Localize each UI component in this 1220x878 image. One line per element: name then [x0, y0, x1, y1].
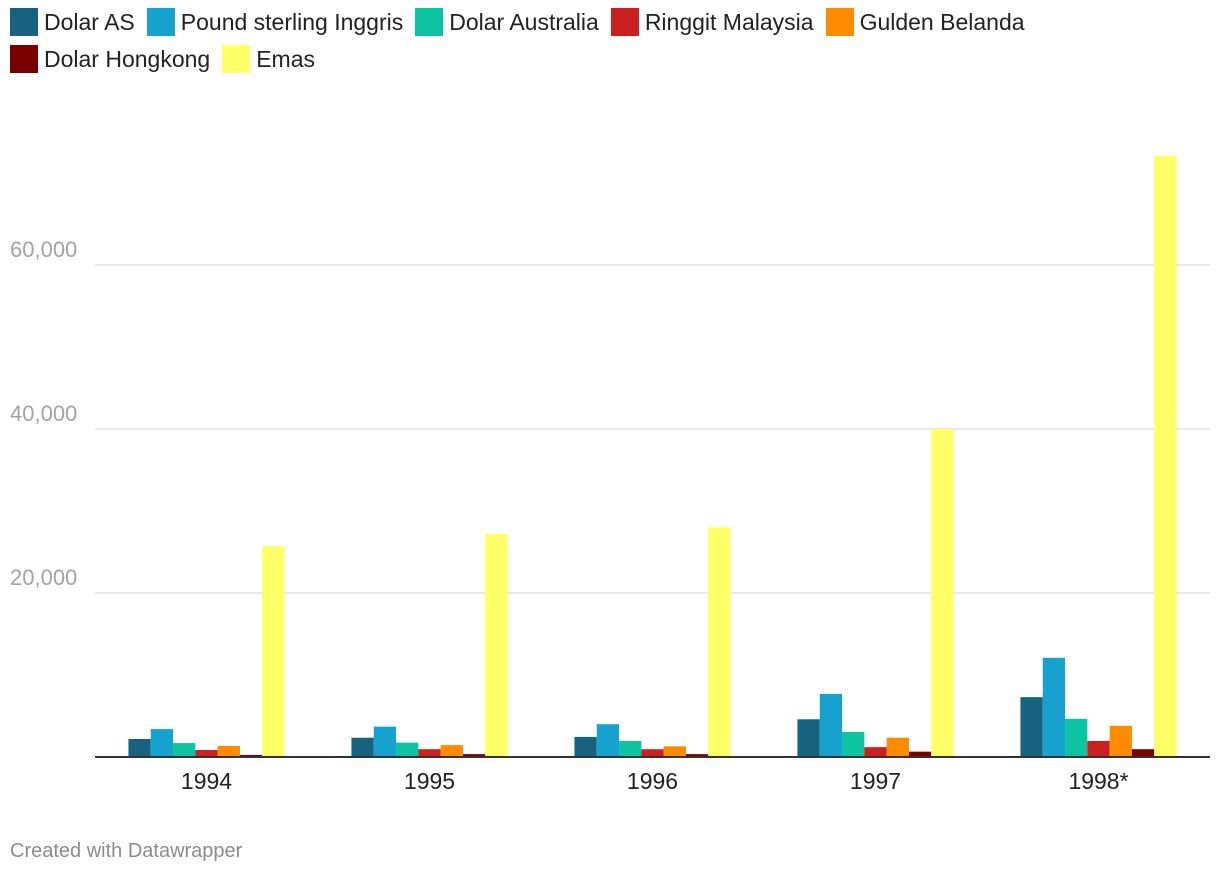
bar-1-4 [440, 745, 463, 757]
bar-3-3 [864, 747, 887, 757]
legend-item-3: Ringgit Malaysia [610, 8, 814, 37]
legend-label: Ringgit Malaysia [644, 9, 814, 35]
legend-item-5: Dolar Hongkong [10, 45, 210, 74]
legend-item-1: Pound sterling Inggris [146, 8, 404, 37]
legend-label: Pound sterling Inggris [180, 9, 404, 35]
x-tick-label: 1998* [1068, 768, 1128, 794]
footer-credit: Created with Datawrapper [10, 840, 243, 862]
bar-3-4 [886, 737, 909, 757]
legend-label: Dolar Australia [449, 9, 599, 35]
y-tick-label: 40,000 [10, 401, 77, 426]
bar-4-2 [1065, 718, 1088, 757]
y-tick-label: 60,000 [10, 237, 77, 262]
bar-2-4 [663, 746, 686, 757]
bar-4-4 [1109, 725, 1132, 757]
bar-0-3 [195, 750, 218, 757]
bar-1-6 [485, 533, 508, 757]
bar-3-5 [908, 751, 932, 757]
bar-1-0 [351, 737, 374, 757]
legend-label: Dolar Hongkong [44, 46, 211, 72]
legend-item-6: Emas [222, 45, 315, 74]
bar-1-1 [373, 726, 397, 757]
bar-chart: 20,000 40,000 60,000 1994 1995 1996 1997 1998* [10, 155, 1210, 794]
legend-swatch [825, 8, 854, 36]
legend-item-4: Gulden Belanda [825, 8, 1025, 37]
y-tick-label: 20,000 [10, 565, 77, 590]
x-tick-label: 1997 [850, 768, 901, 794]
bar-1-2 [396, 742, 419, 757]
bar-3-0 [797, 719, 820, 757]
x-tick-label: 1994 [181, 768, 232, 794]
bar-2-1 [596, 724, 620, 757]
bar-1-3 [418, 749, 441, 757]
x-tick-label: 1996 [627, 768, 678, 794]
bar-2-2 [619, 741, 642, 757]
bar-4-3 [1087, 741, 1110, 757]
legend-label: Emas [256, 46, 316, 72]
bar-0-6 [262, 546, 285, 757]
bar-0-5 [239, 754, 263, 757]
legend-item-0: Dolar AS [10, 8, 135, 37]
legend-swatch [610, 8, 639, 36]
legend-label: Dolar AS [44, 9, 135, 35]
bar-2-0 [574, 736, 597, 757]
chart-legend: Dolar AS Pound sterling Inggris Dolar Aust… [10, 8, 1210, 74]
legend-item-2: Dolar Australia [415, 8, 599, 37]
x-tick-label: 1995 [404, 768, 455, 794]
bar-4-6 [1154, 155, 1177, 757]
bar-3-6 [931, 429, 954, 757]
bar-2-6 [708, 527, 731, 757]
bar-2-5 [685, 754, 709, 757]
bar-1-5 [462, 754, 486, 757]
legend-swatch [415, 8, 444, 36]
bar-2-3 [641, 749, 664, 757]
legend-swatch [10, 8, 38, 36]
bar-0-2 [173, 743, 196, 757]
bar-4-1 [1042, 657, 1066, 757]
legend-label: Gulden Belanda [859, 9, 1025, 35]
legend-swatch [146, 8, 175, 36]
bar-0-1 [150, 729, 174, 757]
bar-0-0 [128, 738, 151, 757]
bar-4-0 [1020, 697, 1043, 757]
bar-4-5 [1131, 749, 1155, 757]
bar-3-1 [819, 693, 843, 757]
bar-3-2 [842, 731, 865, 757]
bar-0-4 [217, 745, 240, 757]
legend-swatch [222, 45, 251, 73]
legend-swatch [10, 45, 38, 73]
